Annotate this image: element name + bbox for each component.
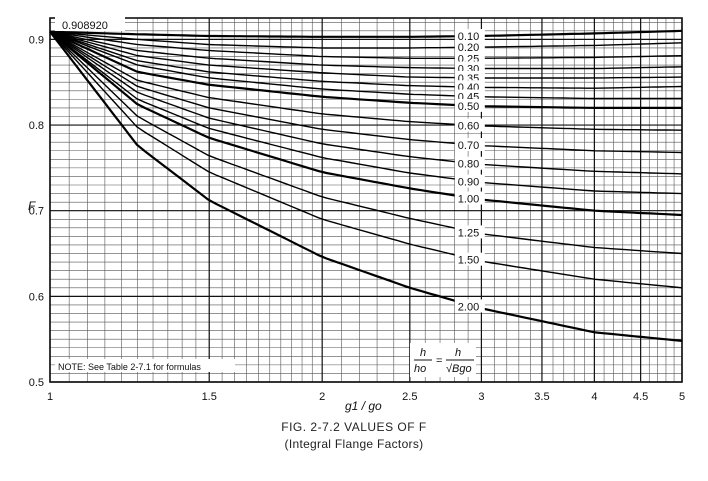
formula-rhs-den: √Bgo — [446, 363, 472, 375]
curve-label: 1.25 — [458, 227, 479, 239]
curve-label-bg — [454, 51, 485, 65]
curve-0-40 — [49, 31, 683, 89]
curve-label-bg — [454, 40, 485, 54]
curve-label-bg — [454, 174, 485, 188]
y-tick-label: 0.7 — [29, 206, 44, 218]
curve-label: 2.00 — [458, 301, 479, 313]
plot-frame — [49, 17, 683, 383]
curve-label: 0.90 — [458, 177, 479, 189]
curve-label-bg — [454, 156, 485, 170]
origin-label: 0.908920 — [62, 20, 108, 32]
x-tick-label: 4 — [591, 391, 597, 403]
curve-0-70 — [49, 31, 683, 154]
curve-label-bg — [454, 29, 485, 43]
curve-0-35 — [49, 31, 683, 79]
curve-label: 0.60 — [458, 121, 479, 133]
x-axis-label: g1 / go — [345, 399, 382, 413]
x-tick-label: 4.5 — [633, 391, 648, 403]
x-tick-label: 1 — [47, 391, 53, 403]
x-tick-label: 2.5 — [402, 391, 417, 403]
curve-label: 0.10 — [458, 31, 479, 43]
curve-2-00 — [49, 31, 683, 342]
curve-label: 1.00 — [458, 194, 479, 206]
formula-equals: = — [436, 355, 442, 367]
x-tick-label: 3.5 — [534, 391, 549, 403]
curve-0-45 — [49, 31, 682, 100]
y-tick-label: 0.9 — [29, 34, 44, 46]
curve-0-90 — [49, 31, 683, 195]
curve-label-bg — [454, 225, 485, 239]
y-tick-label: 0.5 — [29, 377, 44, 389]
curve-label-bg — [454, 299, 485, 313]
formula-lhs-den: ho — [414, 363, 426, 375]
note-text: NOTE: See Table 2-7.1 for formulas — [58, 362, 201, 372]
curve-0-10 — [49, 29, 683, 38]
formula-rhs-num: h — [455, 347, 461, 359]
curve-0-20 — [49, 31, 683, 49]
curve-label: 0.80 — [458, 159, 479, 171]
curve-0-80 — [49, 31, 683, 175]
curve-label: 1.50 — [458, 255, 479, 267]
chart-grid — [49, 17, 683, 383]
curve-labels: 0.100.200.250.300.350.400.450.500.600.70… — [454, 29, 485, 313]
curve-label-bg — [454, 138, 485, 152]
chart-ticks: 1 1.5 2 2.5 3 3.5 4 4.5 5 0.5 0.6 0.7 0.8 0.9 — [29, 34, 685, 403]
curve-label: 0.50 — [458, 101, 479, 113]
curve-1-25 — [49, 31, 683, 255]
curve-0-25 — [49, 31, 683, 59]
y-tick-label: 0.8 — [29, 120, 44, 132]
curve-0-50 — [49, 30, 682, 109]
curve-label: 0.70 — [458, 140, 479, 152]
x-tick-label: 1.5 — [202, 391, 217, 403]
y-axis-label: F — [28, 199, 36, 213]
curve-0-30 — [49, 31, 683, 70]
curve-label-bg — [454, 252, 485, 266]
origin-label-bg — [55, 17, 125, 31]
curve-0-60 — [49, 31, 683, 131]
curve-label-bg — [454, 118, 485, 132]
formula: h ho = h √Bgo — [410, 343, 476, 377]
chart-curves — [49, 29, 683, 342]
x-tick-label: 2 — [319, 391, 325, 403]
note-bg — [55, 359, 235, 372]
figure-subtitle: (Integral Flange Factors) — [284, 437, 424, 451]
curve-label: 0.20 — [458, 42, 479, 54]
curve-label-bg — [454, 191, 485, 205]
y-tick-label: 0.6 — [29, 291, 44, 303]
figure-title: FIG. 2-7.2 VALUES OF F — [281, 420, 427, 434]
curve-1-00 — [49, 30, 683, 217]
formula-lhs-num: h — [420, 347, 426, 359]
curve-label-bg — [454, 98, 485, 112]
curve-1-50 — [49, 31, 683, 289]
x-tick-label: 5 — [679, 391, 685, 403]
x-tick-label: 3 — [478, 391, 484, 403]
